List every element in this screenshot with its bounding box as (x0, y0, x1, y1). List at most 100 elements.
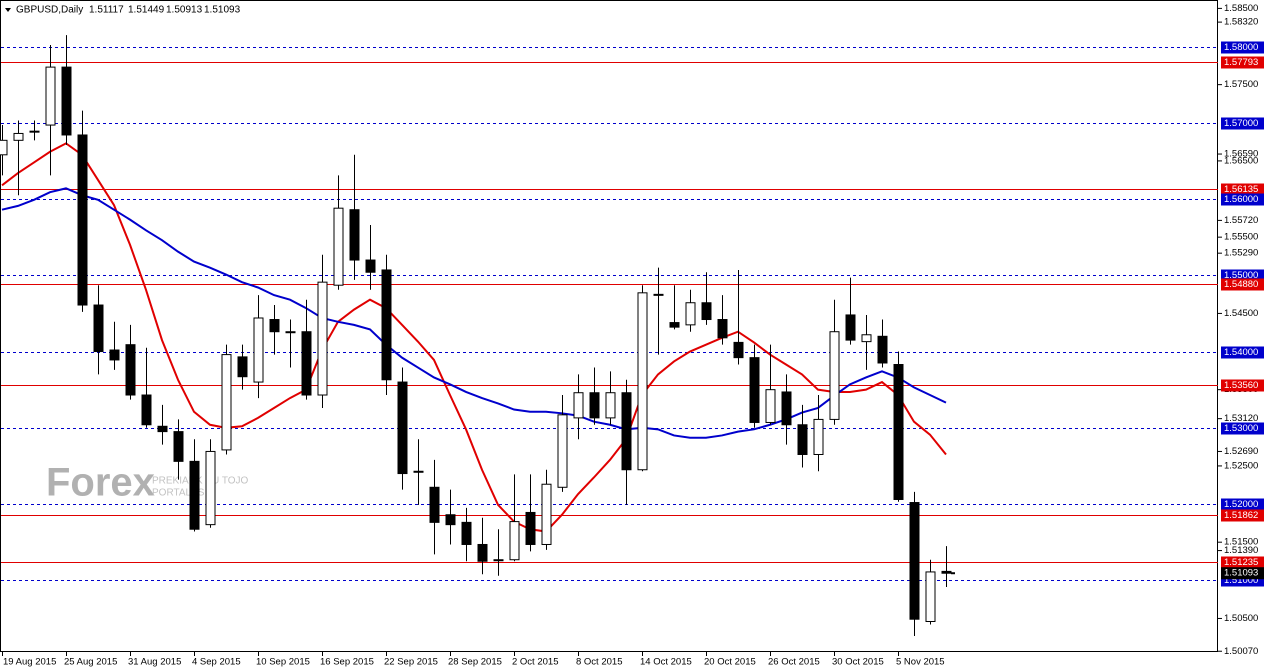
candle-body (237, 356, 248, 378)
candle-body (701, 302, 712, 321)
x-tick-label: 5 Nov 2015 (896, 657, 945, 668)
y-tick-label: 1.52500 (1224, 460, 1258, 471)
candle-body (429, 486, 440, 523)
y-tick-label: 1.51390 (1224, 545, 1258, 556)
x-tick-label: 28 Sep 2015 (448, 657, 502, 668)
candle-body (573, 392, 584, 419)
candle-body (765, 389, 776, 423)
candle-body (509, 521, 520, 561)
x-tick-label: 14 Oct 2015 (640, 657, 692, 668)
candle-body (157, 425, 168, 433)
level-label: 1.54880 (1224, 279, 1258, 290)
level-label-box (1221, 278, 1264, 291)
candle-body (797, 424, 808, 455)
candle-body (461, 521, 472, 545)
level-label-box (1221, 422, 1264, 435)
x-tick-label: 20 Oct 2015 (704, 657, 756, 668)
candle-body (397, 381, 408, 475)
level-label: 1.53560 (1224, 380, 1258, 391)
y-tick-label: 1.54500 (1224, 308, 1258, 319)
x-tick-label: 19 Aug 2015 (3, 657, 56, 668)
candle-body (29, 130, 40, 133)
current-price-box (1221, 567, 1264, 580)
candle-body (77, 134, 88, 306)
y-tick-label: 1.55500 (1224, 232, 1258, 243)
candle-body (781, 391, 792, 426)
level-label-box (1221, 346, 1264, 359)
candle-body (493, 559, 504, 562)
level-label-box (1221, 509, 1264, 522)
y-tick-label: 1.55290 (1224, 248, 1258, 259)
candle-body (685, 302, 696, 326)
candle-body (637, 292, 648, 471)
x-tick-label: 2 Oct 2015 (512, 657, 558, 668)
level-label: 1.51000 (1224, 575, 1258, 586)
chart-title: GBPUSD,Daily (16, 5, 83, 16)
x-tick-label: 31 Aug 2015 (128, 657, 181, 668)
candle-body (365, 259, 376, 273)
candle-body (349, 209, 360, 261)
candle-body (221, 354, 232, 451)
level-label-box (1221, 41, 1264, 54)
candle-body (13, 132, 24, 141)
y-tick-label: 1.50070 (1224, 646, 1258, 657)
candle-body (557, 414, 568, 488)
candle-body (125, 344, 136, 396)
plot-frame (0, 0, 1218, 652)
watermark-text: PORTALAS (152, 488, 205, 499)
candle-body (845, 314, 856, 341)
header-close: 1.51093 (204, 5, 241, 16)
candle-body (749, 357, 760, 423)
candle-body (205, 450, 216, 526)
level-label-box (1221, 117, 1264, 130)
level-label: 1.54000 (1224, 347, 1258, 358)
menu-arrow (5, 8, 11, 12)
y-tick-label: 1.56590 (1224, 149, 1258, 160)
level-label: 1.57793 (1224, 57, 1258, 68)
header-open: 1.51117 (89, 5, 124, 16)
candle-body (173, 431, 184, 462)
header-high: 1.51449 (128, 5, 165, 16)
candle-body (413, 470, 424, 473)
level-label: 1.58000 (1224, 42, 1258, 53)
candle-body (733, 341, 744, 359)
y-tick-label: 1.52690 (1224, 446, 1258, 457)
level-label: 1.57000 (1224, 118, 1258, 129)
candle-body (301, 331, 312, 396)
candle-body (269, 319, 280, 333)
candle-body (93, 304, 104, 353)
candle-body (829, 331, 840, 420)
candle-body (877, 335, 888, 364)
candle-body (189, 460, 200, 530)
candle-body (589, 392, 600, 419)
x-tick-label: 22 Sep 2015 (384, 657, 438, 668)
header-low: 1.50913 (166, 5, 203, 16)
candle-body (381, 269, 392, 381)
candle-body (669, 322, 680, 328)
level-label: 1.51235 (1224, 557, 1258, 568)
level-label: 1.56135 (1224, 184, 1258, 195)
y-tick-label: 1.56500 (1224, 155, 1258, 166)
level-label-box (1221, 183, 1264, 196)
candle-body (141, 394, 152, 426)
y-tick-label: 1.58500 (1224, 3, 1258, 14)
current-price-label: 1.51093 (1224, 568, 1258, 579)
candle-body (253, 317, 264, 383)
x-tick-label: 30 Oct 2015 (832, 657, 884, 668)
candle-body (317, 281, 328, 396)
candle-body (61, 66, 72, 136)
plot (0, 35, 1218, 636)
y-tick-label: 1.53120 (1224, 413, 1258, 424)
candle-body (285, 331, 296, 334)
level-label-box (1221, 193, 1264, 206)
x-tick-label: 10 Sep 2015 (256, 657, 310, 668)
candle-body (653, 293, 664, 296)
x-tick-label: 4 Sep 2015 (192, 657, 241, 668)
y-tick-label: 1.50500 (1224, 613, 1258, 624)
candle-body (717, 319, 728, 339)
y-tick-label: 1.51500 (1224, 537, 1258, 548)
x-tick-label: 16 Sep 2015 (320, 657, 374, 668)
ma-line (1, 142, 947, 533)
candle-body (0, 139, 8, 156)
